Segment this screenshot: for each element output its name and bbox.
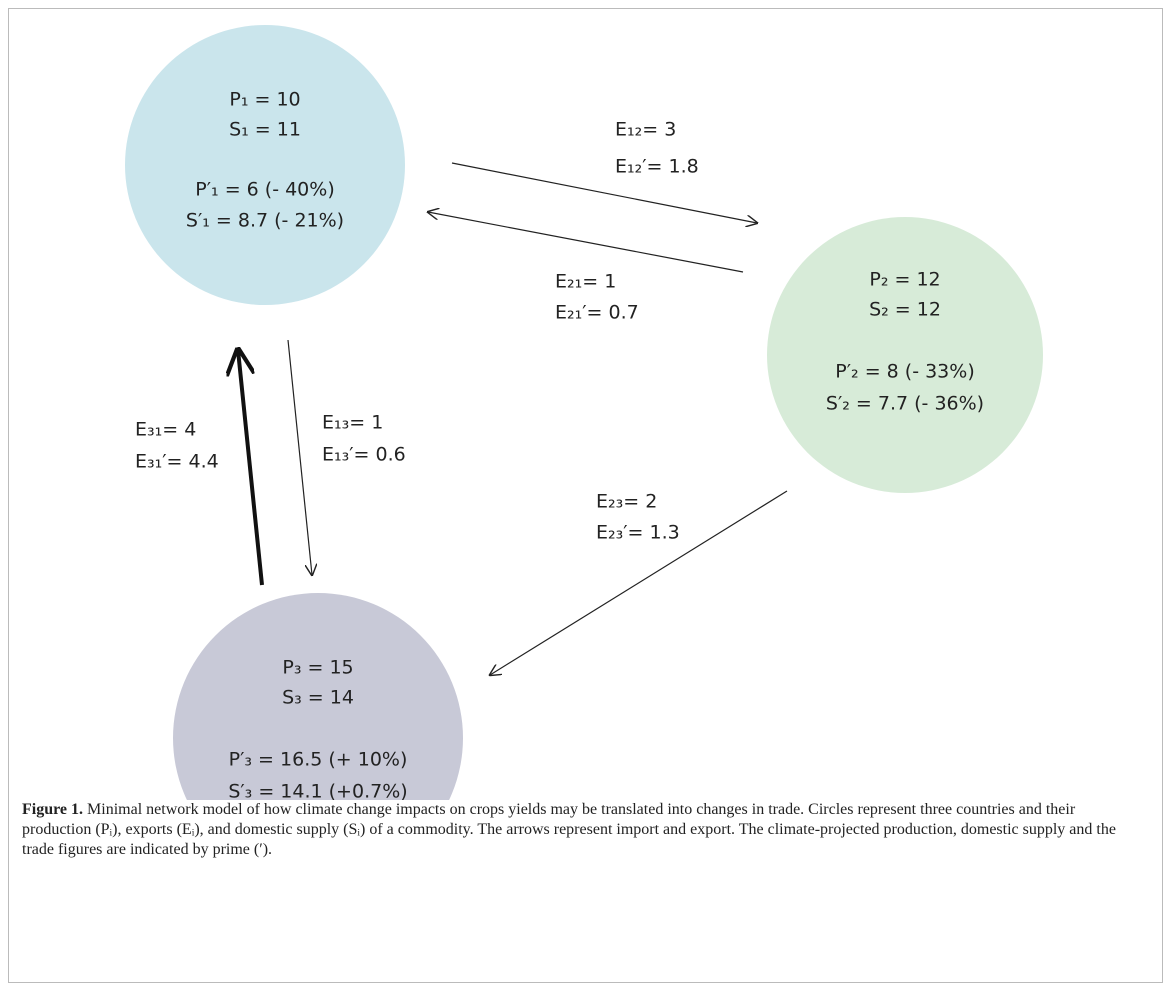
edge-label: E₁₂= 3 <box>615 119 676 141</box>
edge-label: E₁₂′= 1.8 <box>615 156 699 178</box>
edge-label: E₃₁′= 4.4 <box>135 451 219 473</box>
country-1 <box>125 25 405 305</box>
node-label: P₃ = 15 <box>282 657 353 679</box>
edge-label: E₂₃′= 1.3 <box>596 522 680 544</box>
edge-label: E₂₁= 1 <box>555 271 616 293</box>
node-label: P′₃ = 16.5 (+ 10%) <box>229 749 408 771</box>
node-label: S₂ = 12 <box>869 299 941 321</box>
edge-label: E₃₁= 4 <box>135 419 196 441</box>
diagram: P₁ = 10 S₁ = 11 P′₁ = 6 (- 40%) S′₁ = 8.… <box>125 25 1043 801</box>
caption-text: Minimal network model of how climate cha… <box>22 801 1116 858</box>
edge-label: E₂₁′= 0.7 <box>555 302 639 324</box>
country-3 <box>173 593 463 800</box>
node-label: S₃ = 14 <box>282 687 354 709</box>
node-label: P₁ = 10 <box>229 89 300 111</box>
edge-label: E₂₃= 2 <box>596 491 657 513</box>
node-label: P′₁ = 6 (- 40%) <box>195 179 334 201</box>
caption-label: Figure 1. <box>22 801 84 818</box>
edge-label: E₁₃′= 0.6 <box>322 444 406 466</box>
country-2 <box>767 217 1043 493</box>
arrow <box>490 490 788 675</box>
arrow <box>287 339 312 575</box>
node-label: S₁ = 11 <box>229 119 301 141</box>
node-label: S′₂ = 7.7 (- 36%) <box>826 393 984 415</box>
edge-label: E₁₃= 1 <box>322 412 383 434</box>
node-label: S′₃ = 14.1 (+0.7%) <box>228 781 407 801</box>
node-label: P′₂ = 8 (- 33%) <box>835 361 974 383</box>
arrow <box>451 162 757 223</box>
caption: Figure 1. Minimal network model of how c… <box>22 800 1147 860</box>
node-label: S′₁ = 8.7 (- 21%) <box>186 210 344 232</box>
figure-frame <box>8 8 1163 983</box>
arrow <box>428 212 744 273</box>
arrow-thick <box>238 350 264 586</box>
node-label: P₂ = 12 <box>869 269 940 291</box>
